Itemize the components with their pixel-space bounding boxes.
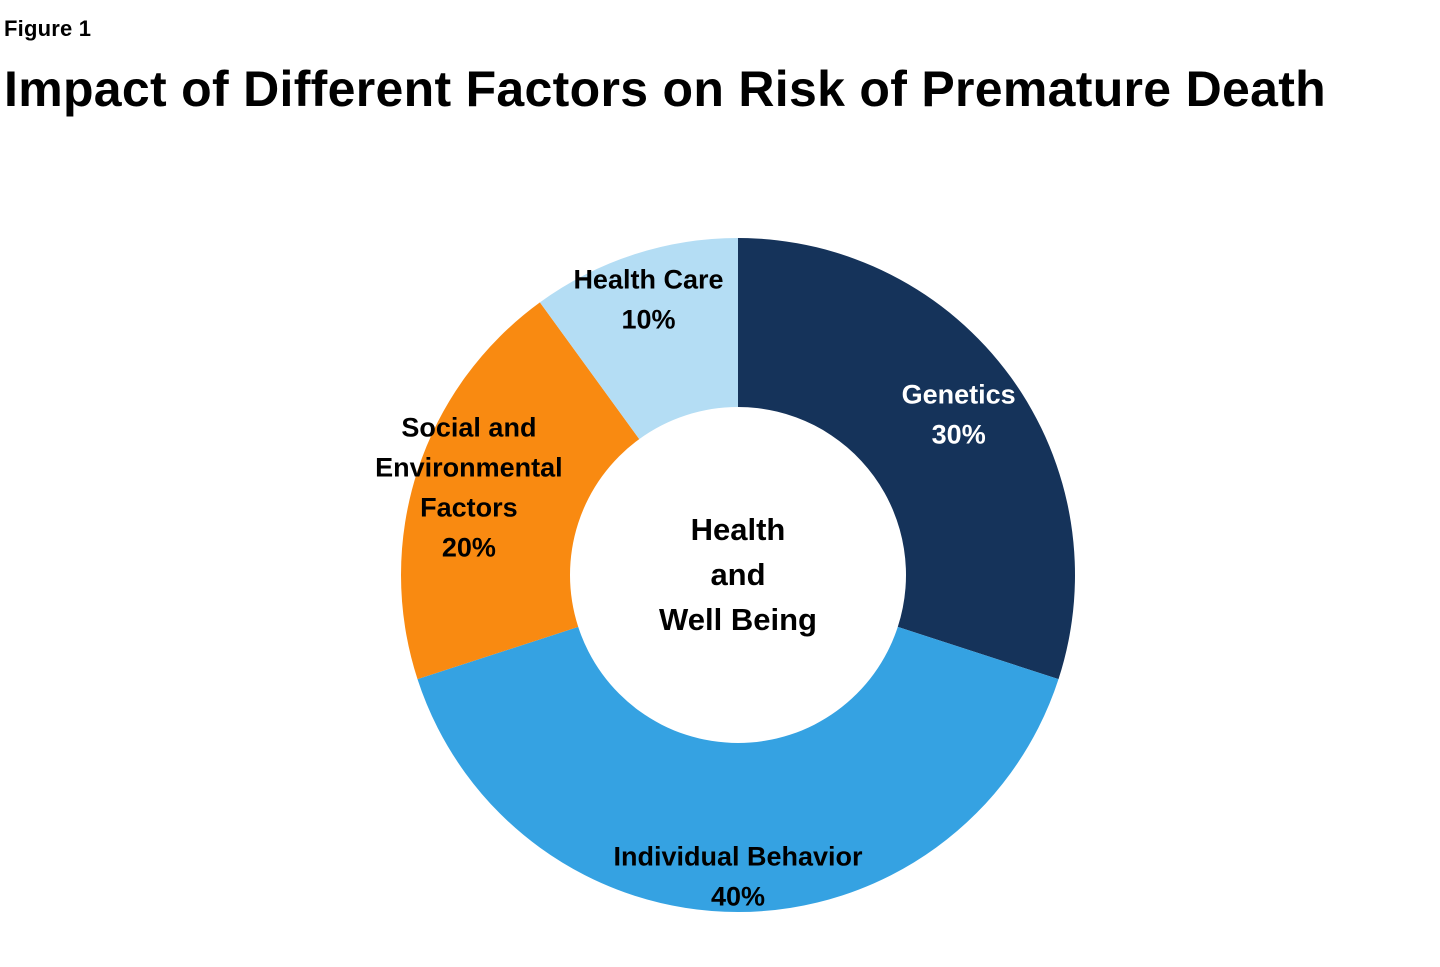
slice-value-label: 20% xyxy=(442,533,496,563)
slice-value-label: 10% xyxy=(621,304,675,334)
slice-name-label: Environmental xyxy=(375,453,563,483)
center-text-line: and xyxy=(710,557,765,592)
center-label: Health and Well Being xyxy=(659,512,817,637)
slice-name-label: Factors xyxy=(420,493,518,523)
slice-name-label: Health Care xyxy=(573,264,723,294)
slice-genetics xyxy=(738,238,1075,680)
center-text-line: Health xyxy=(691,512,786,547)
slice-name-label: Genetics xyxy=(902,380,1016,410)
chart-title: Impact of Different Factors on Risk of P… xyxy=(4,61,1327,117)
center-text-line: Well Being xyxy=(659,602,817,637)
slice-value-label: 40% xyxy=(711,882,765,912)
label-social-and-environmental-factors: Social and Environmental Factors 20% xyxy=(375,413,563,563)
donut-slices xyxy=(400,238,1075,913)
label-individual-behavior: Individual Behavior 40% xyxy=(613,842,863,912)
center-text: Health and Well Being xyxy=(659,512,817,637)
label-health-care: Health Care 10% xyxy=(573,264,723,334)
slice-name-label: Individual Behavior xyxy=(613,842,863,872)
slice-name-label: Social and xyxy=(401,413,536,443)
slice-social-and-environmental-factors xyxy=(400,302,640,680)
slice-labels: Genetics 30% Individual Behavior 40% Social … xyxy=(375,264,1016,911)
slice-health-care xyxy=(539,238,738,440)
figure-label: Figure 1 xyxy=(4,16,92,41)
slice-value-label: 30% xyxy=(932,420,986,450)
label-genetics: Genetics 30% xyxy=(902,380,1016,450)
slice-individual-behavior xyxy=(417,626,1059,913)
